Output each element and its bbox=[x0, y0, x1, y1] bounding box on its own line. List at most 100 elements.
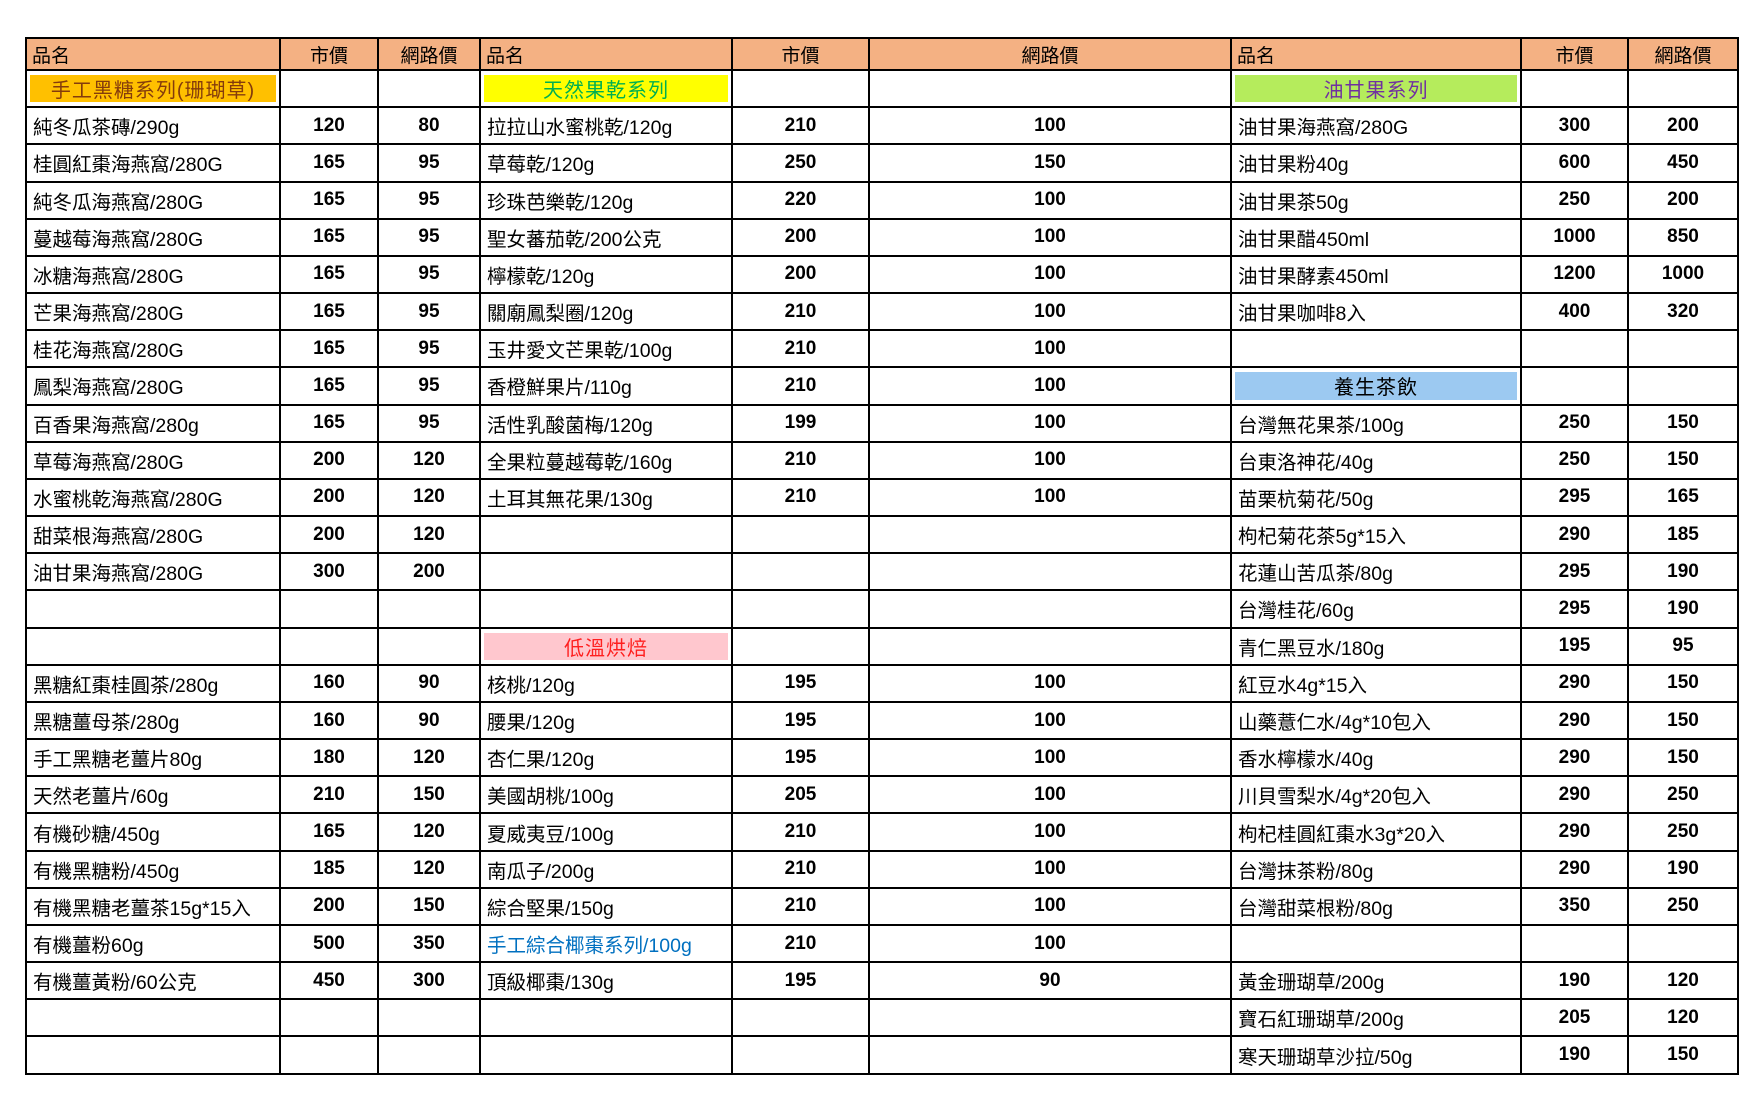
product-name-cell: 草莓乾/120g bbox=[481, 145, 733, 183]
market-price-cell: 205 bbox=[1522, 1000, 1629, 1038]
online-price-cell: 200 bbox=[379, 554, 481, 592]
empty-cell bbox=[1522, 925, 1629, 964]
empty-cell bbox=[481, 591, 733, 629]
online-price-cell: 100 bbox=[870, 219, 1232, 257]
online-price-cell: 100 bbox=[870, 702, 1232, 741]
market-price-cell: 165 bbox=[281, 182, 379, 220]
online-price-cell: 100 bbox=[870, 368, 1232, 406]
product-name-cell: 山藥薏仁水/4g*10包入 bbox=[1232, 702, 1522, 741]
market-price-cell: 500 bbox=[281, 925, 379, 964]
market-price-cell: 200 bbox=[281, 442, 379, 480]
section-title-box: 天然果乾系列 bbox=[484, 75, 728, 103]
product-name-cell: 活性乳酸菌梅/120g bbox=[481, 405, 733, 443]
empty-cell bbox=[281, 1037, 379, 1075]
online-price-cell: 120 bbox=[379, 814, 481, 852]
online-price-cell: 120 bbox=[1629, 1000, 1739, 1038]
product-name-cell: 台灣桂花/60g bbox=[1232, 591, 1522, 629]
market-price-cell: 195 bbox=[733, 665, 870, 703]
online-price-cell: 450 bbox=[1629, 145, 1739, 183]
online-price-cell: 95 bbox=[379, 368, 481, 406]
product-name-cell: 天然老薑片/60g bbox=[27, 777, 281, 815]
empty-cell bbox=[1629, 925, 1739, 964]
market-price-cell: 195 bbox=[733, 740, 870, 778]
online-price-cell: 150 bbox=[1629, 442, 1739, 480]
online-price-cell: 120 bbox=[379, 479, 481, 518]
empty-cell bbox=[733, 1037, 870, 1075]
market-price-cell: 290 bbox=[1522, 665, 1629, 703]
market-price-cell: 190 bbox=[1522, 963, 1629, 1001]
market-price-cell: 165 bbox=[281, 814, 379, 852]
empty-cell bbox=[733, 1000, 870, 1038]
online-price-cell: 250 bbox=[1629, 814, 1739, 852]
market-price-cell: 290 bbox=[1522, 777, 1629, 815]
market-price-cell: 210 bbox=[281, 777, 379, 815]
product-name-cell: 腰果/120g bbox=[481, 702, 733, 741]
market-price-cell: 300 bbox=[281, 554, 379, 592]
market-price-cell: 210 bbox=[733, 851, 870, 889]
product-name-cell: 黃金珊瑚草/200g bbox=[1232, 963, 1522, 1001]
market-price-cell: 165 bbox=[281, 294, 379, 332]
product-name-cell: 台灣抹茶粉/80g bbox=[1232, 851, 1522, 889]
column-header-market-price: 市價 bbox=[733, 39, 870, 71]
online-price-cell: 100 bbox=[870, 442, 1232, 480]
online-price-cell: 95 bbox=[379, 182, 481, 220]
product-name-cell: 台灣甜菜根粉/80g bbox=[1232, 888, 1522, 926]
product-name-cell: 有機黑糖粉/450g bbox=[27, 851, 281, 889]
online-price-cell: 250 bbox=[1629, 777, 1739, 815]
section-title-cell: 手工黑糖系列(珊瑚草) bbox=[27, 71, 281, 109]
product-name-cell: 手工綜合椰棗系列/100g bbox=[481, 925, 733, 964]
column-header-market-price: 市價 bbox=[1522, 39, 1629, 71]
product-name-cell: 油甘果酵素450ml bbox=[1232, 256, 1522, 295]
product-name-cell: 核桃/120g bbox=[481, 665, 733, 703]
online-price-cell: 150 bbox=[1629, 665, 1739, 703]
empty-cell bbox=[27, 591, 281, 629]
market-price-cell: 195 bbox=[733, 963, 870, 1001]
market-price-cell: 250 bbox=[1522, 405, 1629, 443]
product-name-cell: 青仁黑豆水/180g bbox=[1232, 628, 1522, 666]
product-name-cell: 珍珠芭樂乾/120g bbox=[481, 182, 733, 220]
empty-cell bbox=[1629, 71, 1739, 109]
market-price-cell: 210 bbox=[733, 442, 870, 480]
section-title-box: 養生茶飲 bbox=[1235, 372, 1517, 400]
market-price-cell: 210 bbox=[733, 108, 870, 146]
market-price-cell: 200 bbox=[733, 256, 870, 295]
empty-cell bbox=[733, 628, 870, 666]
market-price-cell: 165 bbox=[281, 405, 379, 443]
empty-cell bbox=[870, 591, 1232, 629]
product-name-cell: 香水檸檬水/40g bbox=[1232, 740, 1522, 778]
online-price-cell: 100 bbox=[870, 256, 1232, 295]
empty-cell bbox=[481, 554, 733, 592]
empty-cell bbox=[379, 628, 481, 666]
product-name-cell: 蔓越莓海燕窩/280G bbox=[27, 219, 281, 257]
market-price-cell: 295 bbox=[1522, 479, 1629, 518]
empty-cell bbox=[281, 591, 379, 629]
empty-cell bbox=[281, 71, 379, 109]
price-table-group-middle: 品名 市價 網路價 天然果乾系列 拉拉山水蜜桃乾/120g 210 100 草莓乾/120g 2… bbox=[481, 39, 1232, 1075]
column-header-online-price: 網路價 bbox=[870, 39, 1232, 71]
section-title-box: 手工黑糖系列(珊瑚草) bbox=[30, 75, 276, 103]
market-price-cell: 190 bbox=[1522, 1037, 1629, 1075]
product-name-cell: 甜菜根海燕窩/280G bbox=[27, 517, 281, 555]
online-price-cell: 95 bbox=[379, 331, 481, 369]
market-price-cell: 220 bbox=[733, 182, 870, 220]
market-price-cell: 600 bbox=[1522, 145, 1629, 183]
market-price-cell: 205 bbox=[733, 777, 870, 815]
online-price-cell: 90 bbox=[379, 702, 481, 741]
online-price-cell: 185 bbox=[1629, 517, 1739, 555]
product-name-cell: 花蓮山苦瓜茶/80g bbox=[1232, 554, 1522, 592]
market-price-cell: 165 bbox=[281, 256, 379, 295]
online-price-cell: 150 bbox=[1629, 702, 1739, 741]
product-name-cell: 香橙鮮果片/110g bbox=[481, 368, 733, 406]
online-price-cell: 90 bbox=[870, 963, 1232, 1001]
online-price-cell: 100 bbox=[870, 331, 1232, 369]
empty-cell bbox=[1522, 331, 1629, 369]
product-name-cell: 油甘果粉40g bbox=[1232, 145, 1522, 183]
product-name-cell: 綜合堅果/150g bbox=[481, 888, 733, 926]
market-price-cell: 210 bbox=[733, 925, 870, 964]
market-price-cell: 290 bbox=[1522, 740, 1629, 778]
online-price-cell: 95 bbox=[379, 405, 481, 443]
product-name-cell: 川貝雪梨水/4g*20包入 bbox=[1232, 777, 1522, 815]
product-name-cell: 苗栗杭菊花/50g bbox=[1232, 479, 1522, 518]
online-price-cell: 250 bbox=[1629, 888, 1739, 926]
product-name-cell: 油甘果海燕窩/280G bbox=[1232, 108, 1522, 146]
